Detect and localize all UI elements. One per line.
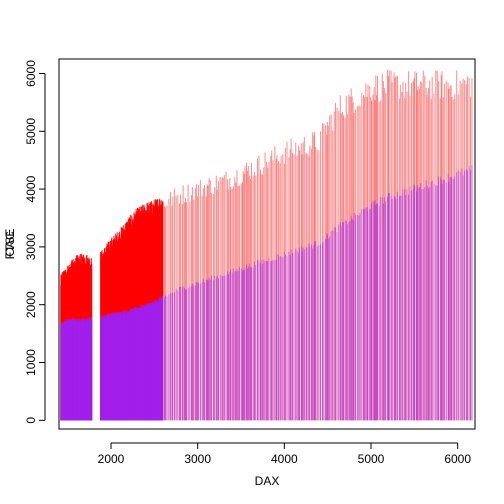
y-tick-label: 3000: [24, 233, 38, 260]
y-axis-title-cac: CAC: [3, 231, 17, 257]
y-tick-label: 1000: [24, 349, 38, 376]
y-tick-label: 5000: [24, 118, 38, 145]
y-axis-title-ftse: FTSE: [3, 229, 17, 260]
y-tick-label: 6000: [24, 60, 38, 87]
x-tick-label: 4000: [271, 452, 298, 466]
x-axis: 2000 3000 4000 5000 6000: [98, 442, 471, 466]
x-tick-label: 6000: [444, 452, 471, 466]
y-axis: 0 1000 2000 3000 4000 5000 6000: [24, 60, 46, 424]
x-tick-label: 5000: [358, 452, 385, 466]
y-tick-label: 0: [24, 417, 38, 424]
y-tick-label: 4000: [24, 175, 38, 202]
x-axis-title: DAX: [255, 474, 280, 488]
plot-frame: [58, 58, 476, 430]
series-cac: [60, 165, 473, 421]
x-tick-label: 3000: [184, 452, 211, 466]
series-layer: [60, 69, 473, 421]
x-tick-label: 2000: [98, 452, 125, 466]
y-tick-label: 2000: [24, 291, 38, 318]
